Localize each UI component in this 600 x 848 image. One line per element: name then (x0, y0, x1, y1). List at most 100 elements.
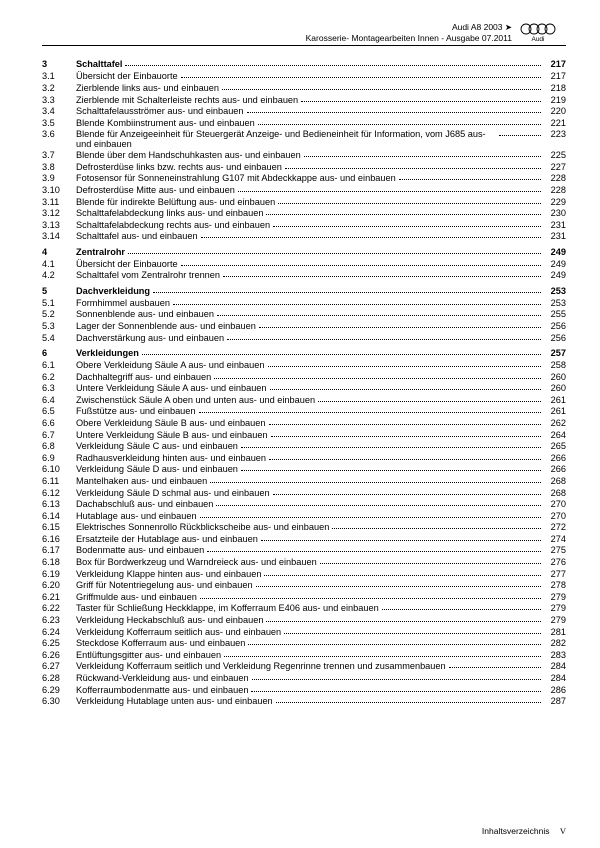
toc-title: Dachverstärkung aus- und einbauen (76, 334, 224, 343)
toc-leader-dots (238, 191, 541, 192)
toc-page: 276 (544, 558, 566, 567)
toc-entry: 3.13Schalttafelabdeckung rechts aus- und… (42, 221, 566, 230)
toc-leader-dots (199, 412, 541, 413)
toc-entry: 4.2Schalttafel vom Zentralrohr trennen24… (42, 271, 566, 280)
toc-title: Blende über dem Handschuhkasten aus- und… (76, 151, 301, 160)
toc-leader-dots (256, 586, 541, 587)
toc-page: 257 (544, 349, 566, 358)
toc-number: 4.1 (42, 260, 76, 269)
toc-leader-dots (284, 633, 541, 634)
toc-page: 255 (544, 310, 566, 319)
toc-page: 270 (544, 500, 566, 509)
toc-page: 279 (544, 593, 566, 602)
toc-title: Schalttafelabdeckung links aus- und einb… (76, 209, 263, 218)
toc-number: 6.13 (42, 500, 76, 509)
toc-entry: 6.14Hutablage aus- und einbauen270 (42, 512, 566, 521)
toc-leader-dots (271, 436, 541, 437)
toc-entry: 6.16Ersatzteile der Hutablage aus- und e… (42, 535, 566, 544)
toc-page: 219 (544, 96, 566, 105)
toc-title: Schalttafelabdeckung rechts aus- und ein… (76, 221, 270, 230)
toc-leader-dots (269, 424, 541, 425)
toc-number: 6.8 (42, 442, 76, 451)
toc-title: Verkleidung Kofferraum seitlich und Verk… (76, 662, 446, 671)
toc-leader-dots (252, 679, 541, 680)
toc-number: 5.3 (42, 322, 76, 331)
toc-page: 221 (544, 119, 566, 128)
toc-title: Taster für Schließung Heckklappe, im Kof… (76, 604, 379, 613)
toc-number: 6.20 (42, 581, 76, 590)
toc-entry: 6.24Verkleidung Kofferraum seitlich aus-… (42, 628, 566, 637)
toc-title: Übersicht der Einbauorte (76, 72, 178, 81)
toc-leader-dots (320, 563, 541, 564)
toc-leader-dots (266, 214, 541, 215)
toc-entry: 3.9Fotosensor für Sonneneinstrahlung G10… (42, 174, 566, 183)
toc-number: 3.8 (42, 163, 76, 172)
toc-entry: 6.3Untere Verkleidung Säule A aus- und e… (42, 384, 566, 393)
toc-entry: 6.11Mantelhaken aus- und einbauen268 (42, 477, 566, 486)
toc-number: 3.14 (42, 232, 76, 241)
toc-page: 227 (544, 163, 566, 172)
toc-page: 261 (544, 407, 566, 416)
toc-number: 3.5 (42, 119, 76, 128)
toc-entry: 6.10Verkleidung Säule D aus- und einbaue… (42, 465, 566, 474)
toc-entry: 6.15Elektrisches Sonnenrollo Rückblicksc… (42, 523, 566, 532)
toc-leader-dots (264, 575, 541, 576)
toc-title: Verkleidung Hutablage unten aus- und ein… (76, 697, 273, 706)
toc-leader-dots (224, 656, 541, 657)
toc-leader-dots (223, 276, 541, 277)
toc-entry: 6.18Box für Bordwerkzeug und Warndreieck… (42, 558, 566, 567)
toc-leader-dots (142, 354, 541, 355)
toc-entry: 6.26Entlüftungsgitter aus- und einbauen2… (42, 651, 566, 660)
toc-entry: 6.1Obere Verkleidung Säule A aus- und ei… (42, 361, 566, 370)
toc-leader-dots (222, 89, 541, 90)
toc-entry: 3.2Zierblende links aus- und einbauen218 (42, 84, 566, 93)
toc-entry: 6.17Bodenmatte aus- und einbauen275 (42, 546, 566, 555)
toc-entry: 3.6Blende für Anzeigeeinheit für Steuerg… (42, 130, 566, 148)
toc-page: 228 (544, 186, 566, 195)
toc-page: 231 (544, 232, 566, 241)
toc-page: 253 (544, 299, 566, 308)
footer-roman: V (560, 826, 566, 836)
toc-title: Defrosterdüse links bzw. rechts aus- und… (76, 163, 282, 172)
toc-number: 6.4 (42, 396, 76, 405)
toc-title: Obere Verkleidung Säule B aus- und einba… (76, 419, 266, 428)
toc-number: 6.23 (42, 616, 76, 625)
toc-leader-dots (273, 494, 541, 495)
toc-leader-dots (499, 135, 541, 136)
toc-title: Schalttafel vom Zentralrohr trennen (76, 271, 220, 280)
toc-entry: 3.10Defrosterdüse Mitte aus- und einbaue… (42, 186, 566, 195)
toc-entry: 4.1Übersicht der Einbauorte249 (42, 260, 566, 269)
toc-leader-dots (216, 505, 541, 506)
toc-leader-dots (210, 482, 541, 483)
toc-page: 249 (544, 271, 566, 280)
toc-leader-dots (251, 691, 541, 692)
toc-number: 6.7 (42, 431, 76, 440)
toc-entry: 3.3Zierblende mit Schalterleiste rechts … (42, 96, 566, 105)
toc-title: Ersatzteile der Hutablage aus- und einba… (76, 535, 258, 544)
toc-page: 230 (544, 209, 566, 218)
toc-number: 6 (42, 349, 76, 358)
toc-leader-dots (301, 101, 541, 102)
toc-section: 3Schalttafel217 (42, 60, 566, 69)
toc-entry: 6.27Verkleidung Kofferraum seitlich und … (42, 662, 566, 671)
toc-number: 6.3 (42, 384, 76, 393)
footer-label: Inhaltsverzeichnis (482, 826, 550, 836)
toc-title: Obere Verkleidung Säule A aus- und einba… (76, 361, 265, 370)
toc-page: 249 (544, 260, 566, 269)
toc-number: 6.26 (42, 651, 76, 660)
toc-leader-dots (125, 65, 541, 66)
toc-entry: 6.13Dachabschluß aus- und einbauen270 (42, 500, 566, 509)
toc-page: 277 (544, 570, 566, 579)
header-line1: Audi A8 2003 ➤ (306, 22, 512, 33)
toc-number: 6.6 (42, 419, 76, 428)
toc-entry: 3.4Schalttafelausströmer aus- und einbau… (42, 107, 566, 116)
toc-entry: 3.7Blende über dem Handschuhkasten aus- … (42, 151, 566, 160)
toc-number: 3.13 (42, 221, 76, 230)
toc-title: Defrosterdüse Mitte aus- und einbauen (76, 186, 235, 195)
toc-number: 6.15 (42, 523, 76, 532)
toc-page: 265 (544, 442, 566, 451)
toc-title: Verkleidung Heckabschluß aus- und einbau… (76, 616, 263, 625)
toc-number: 6.22 (42, 604, 76, 613)
toc-entry: 6.29Kofferraumbodenmatte aus- und einbau… (42, 686, 566, 695)
toc-title: Hutablage aus- und einbauen (76, 512, 197, 521)
